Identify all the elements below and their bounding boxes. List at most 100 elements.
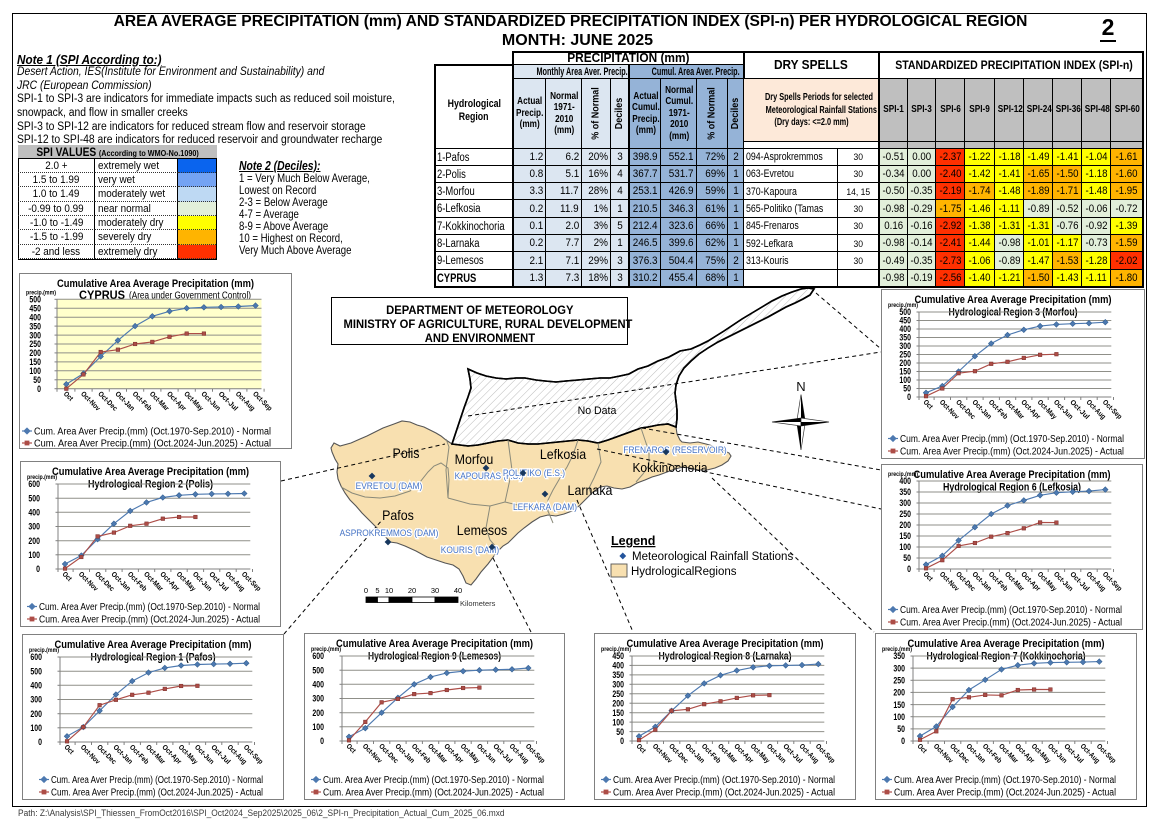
svg-text:400: 400 — [30, 681, 42, 691]
svg-text:Cum. Area Aver Precip.(mm) (Oc: Cum. Area Aver Precip.(mm) (Oct.1970-Sep… — [51, 775, 263, 786]
svg-text:50: 50 — [897, 724, 905, 734]
svg-text:Hydrological Region 6 (Lefkosi: Hydrological Region 6 (Lefkosia) — [943, 482, 1081, 494]
svg-text:precip.(mm): precip.(mm) — [27, 474, 57, 481]
svg-text:50: 50 — [616, 727, 624, 737]
svg-text:450: 450 — [612, 651, 624, 661]
svg-text:Meteorological Rainfall Statio: Meteorological Rainfall Stations — [632, 550, 793, 563]
svg-text:Cum. Area Aver Precip.(mm) (Oc: Cum. Area Aver Precip.(mm) (Oct.2024-Jun… — [34, 439, 271, 450]
svg-text:100: 100 — [312, 722, 324, 732]
svg-text:Cum. Area Aver Precip.(mm) (Oc: Cum. Area Aver Precip.(mm) (Oct.2024-Jun… — [39, 615, 260, 626]
svg-text:200: 200 — [312, 708, 324, 718]
svg-text:Cumulative Area Average Precip: Cumulative Area Average Precipitation (m… — [627, 638, 824, 650]
svg-text:150: 150 — [612, 708, 624, 718]
svg-text:250: 250 — [893, 676, 905, 686]
svg-text:300: 300 — [899, 498, 911, 508]
svg-text:300: 300 — [899, 341, 911, 351]
svg-text:Kilometers: Kilometers — [460, 599, 496, 608]
svg-text:Cum. Area Aver Precip.(mm) (Oc: Cum. Area Aver Precip.(mm) (Oct.1970-Sep… — [894, 775, 1116, 786]
svg-text:0: 0 — [901, 736, 905, 746]
svg-text:150: 150 — [29, 357, 41, 367]
svg-text:Cum. Area Aver Precip.(mm) (Oc: Cum. Area Aver Precip.(mm) (Oct.1970-Sep… — [900, 434, 1124, 445]
svg-text:KAPOURAS (F.S.): KAPOURAS (F.S.) — [455, 471, 524, 482]
svg-text:250: 250 — [29, 339, 41, 349]
svg-text:Legend: Legend — [611, 534, 655, 548]
svg-text:300: 300 — [28, 522, 40, 532]
svg-text:400: 400 — [899, 324, 911, 334]
svg-text:0: 0 — [907, 392, 911, 402]
svg-text:400: 400 — [28, 508, 40, 518]
svg-text:Polis: Polis — [393, 446, 420, 462]
svg-text:0: 0 — [320, 736, 324, 746]
svg-text:0: 0 — [38, 737, 42, 747]
svg-text:50: 50 — [903, 384, 911, 394]
svg-text:350: 350 — [899, 487, 911, 497]
svg-text:Cum. Area Aver Precip.(mm) (Oc: Cum. Area Aver Precip.(mm) (Oct.2024-Jun… — [613, 788, 835, 799]
svg-text:Cum. Area Aver Precip.(mm) (Oc: Cum. Area Aver Precip.(mm) (Oct.2024-Jun… — [900, 618, 1122, 629]
svg-text:Cum. Area Aver Precip.(mm) (Oc: Cum. Area Aver Precip.(mm) (Oct.1970-Sep… — [34, 427, 271, 438]
svg-text:Cumulative Area Average Precip: Cumulative Area Average Precipitation (m… — [336, 638, 533, 650]
svg-text:Cum. Area Aver Precip.(mm) (Oc: Cum. Area Aver Precip.(mm) (Oct.2024-Jun… — [900, 447, 1124, 458]
svg-text:200: 200 — [29, 348, 41, 358]
svg-text:FRENAROS (RESERVOIR): FRENAROS (RESERVOIR) — [623, 445, 726, 456]
svg-text:200: 200 — [30, 709, 42, 719]
svg-text:precip.(mm): precip.(mm) — [26, 289, 56, 296]
svg-text:300: 300 — [893, 663, 905, 673]
svg-text:400: 400 — [29, 312, 41, 322]
svg-text:150: 150 — [899, 367, 911, 377]
svg-text:Cum. Area Aver Precip.(mm) (Oc: Cum. Area Aver Precip.(mm) (Oct.1970-Sep… — [613, 775, 835, 786]
svg-text:20: 20 — [408, 586, 416, 595]
svg-text:200: 200 — [28, 536, 40, 546]
svg-text:0: 0 — [620, 736, 624, 746]
svg-text:200: 200 — [612, 698, 624, 708]
svg-text:Cumulative Area Average Precip: Cumulative Area Average Precipitation (m… — [57, 278, 254, 290]
svg-text:250: 250 — [612, 689, 624, 699]
svg-text:Morfou: Morfou — [455, 452, 494, 468]
svg-text:0: 0 — [37, 384, 41, 394]
svg-text:10: 10 — [385, 586, 393, 595]
svg-text:100: 100 — [893, 712, 905, 722]
svg-text:Cumulative Area Average Precip: Cumulative Area Average Precipitation (m… — [55, 639, 252, 651]
svg-text:100: 100 — [28, 550, 40, 560]
svg-text:100: 100 — [612, 717, 624, 727]
svg-text:600: 600 — [312, 651, 324, 661]
svg-text:Cumulative Area Average Precip: Cumulative Area Average Precipitation (m… — [914, 469, 1111, 481]
svg-text:Larnaka: Larnaka — [568, 483, 614, 499]
svg-text:Pafos: Pafos — [382, 508, 414, 524]
svg-text:400: 400 — [612, 661, 624, 671]
svg-text:300: 300 — [30, 695, 42, 705]
svg-text:N: N — [796, 379, 805, 394]
svg-text:Cumulative Area Average Precip: Cumulative Area Average Precipitation (m… — [915, 294, 1112, 306]
svg-text:100: 100 — [899, 375, 911, 385]
svg-text:Cum. Area Aver Precip.(mm) (Oc: Cum. Area Aver Precip.(mm) (Oct.2024-Jun… — [51, 788, 263, 799]
svg-text:350: 350 — [899, 333, 911, 343]
svg-text:450: 450 — [29, 303, 41, 313]
svg-text:500: 500 — [312, 665, 324, 675]
svg-text:300: 300 — [312, 694, 324, 704]
svg-text:5: 5 — [375, 586, 379, 595]
svg-text:Cum. Area Aver Precip.(mm) (Oc: Cum. Area Aver Precip.(mm) (Oct.1970-Sep… — [323, 775, 544, 786]
svg-text:400: 400 — [899, 476, 911, 486]
svg-text:500: 500 — [899, 307, 911, 317]
svg-text:HydrologicalRegions: HydrologicalRegions — [631, 565, 737, 578]
svg-text:Cumulative Area Average Precip: Cumulative Area Average Precipitation (m… — [52, 466, 249, 478]
svg-text:Cum. Area Aver Precip.(mm) (Oc: Cum. Area Aver Precip.(mm) (Oct.1970-Sep… — [39, 602, 260, 613]
svg-text:600: 600 — [30, 652, 42, 662]
svg-text:100: 100 — [30, 723, 42, 733]
svg-text:(Area under Government Control: (Area under Government Control) — [129, 290, 251, 301]
svg-text:250: 250 — [899, 350, 911, 360]
svg-text:precip.(mm): precip.(mm) — [888, 302, 918, 309]
svg-text:350: 350 — [612, 670, 624, 680]
svg-text:0: 0 — [364, 586, 368, 595]
svg-text:precip.(mm): precip.(mm) — [311, 646, 341, 653]
svg-text:200: 200 — [899, 358, 911, 368]
svg-text:0: 0 — [907, 564, 911, 574]
svg-text:100: 100 — [29, 366, 41, 376]
svg-text:300: 300 — [612, 680, 624, 690]
svg-text:Lemesos: Lemesos — [457, 523, 508, 539]
svg-text:EVRETOU (DAM): EVRETOU (DAM) — [356, 481, 423, 492]
svg-text:500: 500 — [28, 493, 40, 503]
svg-text:Cum. Area Aver Precip.(mm) (Oc: Cum. Area Aver Precip.(mm) (Oct.1970-Sep… — [900, 605, 1122, 616]
svg-text:Cum. Area Aver Precip.(mm) (Oc: Cum. Area Aver Precip.(mm) (Oct.2024-Jun… — [323, 788, 544, 799]
svg-text:ASPROKREMMOS (DAM): ASPROKREMMOS (DAM) — [340, 528, 439, 539]
svg-text:30: 30 — [431, 586, 439, 595]
